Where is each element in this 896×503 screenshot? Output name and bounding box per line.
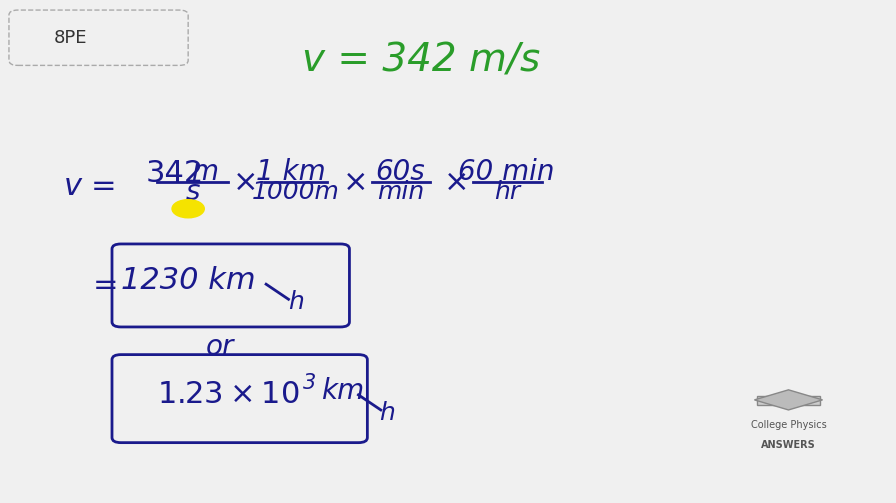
FancyBboxPatch shape: [9, 10, 188, 65]
FancyBboxPatch shape: [757, 396, 820, 405]
Text: min: min: [377, 180, 424, 204]
Text: h: h: [379, 401, 395, 426]
Text: 1000m: 1000m: [252, 180, 340, 204]
Text: 60s: 60s: [375, 158, 426, 186]
Text: 1 km: 1 km: [256, 158, 326, 186]
Text: 342: 342: [145, 159, 204, 188]
Text: 60 min: 60 min: [458, 158, 555, 186]
Polygon shape: [754, 390, 823, 410]
Text: 1230 km: 1230 km: [121, 266, 255, 295]
Text: $\times$: $\times$: [342, 167, 366, 197]
Text: $1.23 \times 10$: $1.23 \times 10$: [157, 380, 299, 409]
Text: $\times$: $\times$: [232, 167, 255, 197]
Circle shape: [172, 200, 204, 218]
Text: $\mathit{v}$ =: $\mathit{v}$ =: [63, 172, 115, 201]
Text: s: s: [185, 178, 200, 206]
Text: h: h: [288, 290, 304, 314]
Text: km: km: [321, 377, 364, 405]
Text: College Physics: College Physics: [751, 420, 826, 430]
Text: hr: hr: [494, 180, 521, 204]
FancyBboxPatch shape: [112, 244, 349, 327]
Text: or: or: [205, 333, 234, 361]
Text: =: =: [93, 271, 118, 300]
Text: 3: 3: [303, 373, 316, 393]
Text: 8PE: 8PE: [54, 29, 87, 47]
Text: ANSWERS: ANSWERS: [761, 440, 816, 450]
FancyBboxPatch shape: [112, 355, 367, 443]
Text: v = 342 m/s: v = 342 m/s: [302, 41, 540, 79]
Text: m: m: [191, 158, 218, 186]
Text: $\times$: $\times$: [444, 167, 467, 197]
